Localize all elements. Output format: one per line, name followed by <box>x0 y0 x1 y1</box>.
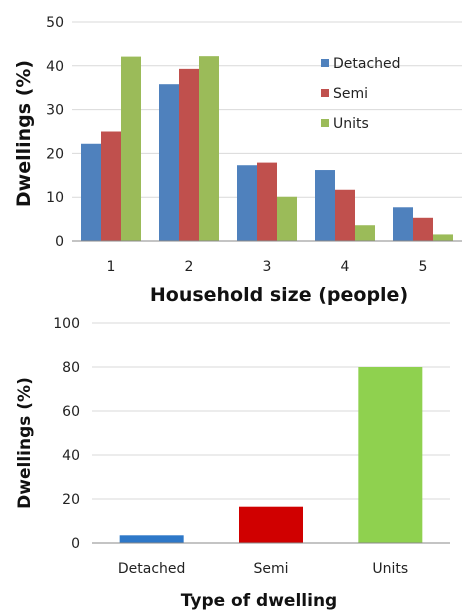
y-tick-label: 80 <box>62 360 80 376</box>
bar-semi-5 <box>413 217 433 241</box>
y-tick-label: 50 <box>46 15 64 31</box>
x-tick-label: Units <box>372 561 408 577</box>
y-tick-label: 30 <box>46 103 64 119</box>
x-tick-label: Semi <box>253 561 288 577</box>
chart-1-x-ticks: 1 2 3 4 5 <box>107 259 428 275</box>
y-tick-label: 20 <box>46 146 64 162</box>
y-tick-label: 100 <box>53 316 80 332</box>
bar-detached-4 <box>315 170 335 241</box>
y-tick-label: 0 <box>55 234 64 250</box>
chart-1-x-axis-label: Household size (people) <box>150 284 408 306</box>
x-tick-label: 3 <box>263 259 272 275</box>
legend-label-semi: Semi <box>333 86 368 102</box>
legend-item-detached: Detached <box>321 56 401 72</box>
x-tick-label: 4 <box>341 259 350 275</box>
chart-2: 0 20 40 60 80 100 Detached Semi Units Type of d… <box>15 316 450 611</box>
chart-1-legend: Detached Semi Units <box>321 56 401 132</box>
chart-2-x-ticks: Detached Semi Units <box>118 561 408 577</box>
legend-label-detached: Detached <box>333 56 401 72</box>
bar-units-4 <box>355 225 375 241</box>
chart-1: 0 10 20 30 40 50 1 2 3 4 5 Household size (people… <box>13 15 462 306</box>
legend-swatch-semi <box>321 89 329 97</box>
legend-item-units: Units <box>321 116 369 132</box>
bar-semi-1 <box>101 131 121 241</box>
bar-units <box>358 367 423 543</box>
legend-swatch-detached <box>321 59 329 67</box>
bar-semi-4 <box>335 189 355 241</box>
chart-1-y-axis-label: Dwellings (%) <box>13 60 35 207</box>
y-tick-label: 40 <box>62 448 80 464</box>
chart-1-bars <box>81 56 453 241</box>
bar-units-2 <box>199 56 219 241</box>
x-tick-label: 5 <box>419 259 428 275</box>
bar-units-5 <box>433 234 453 241</box>
y-tick-label: 60 <box>62 404 80 420</box>
chart-2-y-ticks: 0 20 40 60 80 100 <box>53 316 80 552</box>
y-tick-label: 20 <box>62 492 80 508</box>
chart-2-x-axis-label: Type of dwelling <box>181 591 337 611</box>
chart-2-bars <box>119 367 423 543</box>
x-tick-label: 2 <box>185 259 194 275</box>
bar-semi-2 <box>179 68 199 241</box>
bar-units-1 <box>121 56 141 241</box>
y-tick-label: 10 <box>46 190 64 206</box>
chart-1-y-ticks: 0 10 20 30 40 50 <box>46 15 64 250</box>
bar-detached-3 <box>237 165 257 241</box>
bar-semi <box>239 506 303 543</box>
y-tick-label: 0 <box>71 536 80 552</box>
bar-semi-3 <box>257 162 277 241</box>
bar-detached-1 <box>81 143 101 241</box>
legend-swatch-units <box>321 119 329 127</box>
bar-units-3 <box>277 196 297 241</box>
legend-label-units: Units <box>333 116 369 132</box>
bar-detached-2 <box>159 84 179 241</box>
bar-detached-5 <box>393 207 413 241</box>
chart-2-y-axis-label: Dwellings (%) <box>15 377 35 509</box>
x-tick-label: 1 <box>107 259 116 275</box>
x-tick-label: Detached <box>118 561 186 577</box>
legend-item-semi: Semi <box>321 86 368 102</box>
y-tick-label: 40 <box>46 59 64 75</box>
bar-detached <box>119 535 184 543</box>
